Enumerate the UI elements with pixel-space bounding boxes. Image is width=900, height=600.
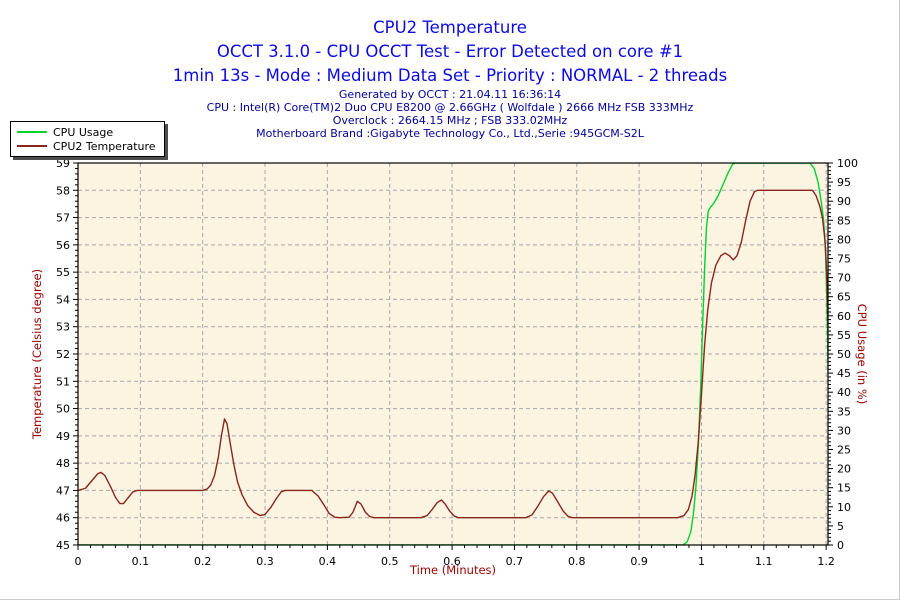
x-axis-title: Time (Minutes) (409, 563, 497, 577)
svg-text:53: 53 (56, 321, 70, 334)
svg-text:48: 48 (56, 457, 70, 470)
legend-line-swatch-green (17, 131, 47, 133)
svg-text:58: 58 (56, 184, 70, 197)
svg-text:0.3: 0.3 (256, 555, 274, 568)
svg-text:45: 45 (56, 539, 70, 552)
svg-text:1.2: 1.2 (817, 555, 835, 568)
svg-text:70: 70 (837, 272, 851, 285)
svg-text:35: 35 (837, 405, 851, 418)
svg-text:50: 50 (837, 348, 851, 361)
svg-text:46: 46 (56, 512, 70, 525)
legend: CPU Usage CPU2 Temperature (10, 121, 165, 157)
info-overclock: Overclock : 2664.15 MHz ; FSB 333.02MHz (332, 114, 568, 127)
svg-text:60: 60 (837, 310, 851, 323)
svg-text:90: 90 (837, 195, 851, 208)
legend-label: CPU Usage (53, 125, 114, 139)
svg-text:1: 1 (698, 555, 705, 568)
svg-text:47: 47 (56, 484, 70, 497)
chart-subtitle-mode: 1min 13s - Mode : Medium Data Set - Prio… (172, 66, 728, 85)
svg-text:30: 30 (837, 424, 851, 437)
chart-title: CPU2 Temperature (373, 18, 527, 37)
svg-text:5: 5 (837, 520, 844, 533)
svg-text:100: 100 (837, 157, 858, 170)
chart-header: CPU2 Temperature OCCT 3.1.0 - CPU OCCT T… (0, 16, 899, 140)
svg-text:55: 55 (837, 329, 851, 342)
svg-text:20: 20 (837, 463, 851, 476)
svg-text:75: 75 (837, 253, 851, 266)
svg-text:0.2: 0.2 (194, 555, 212, 568)
svg-text:85: 85 (837, 214, 851, 227)
svg-text:0.4: 0.4 (319, 555, 337, 568)
svg-text:40: 40 (837, 386, 851, 399)
info-generated-by: Generated by OCCT : 21.04.11 16:36:14 (338, 88, 562, 101)
svg-text:80: 80 (837, 233, 851, 246)
svg-text:95: 95 (837, 176, 851, 189)
chart-subtitle-test: OCCT 3.1.0 - CPU OCCT Test - Error Detec… (216, 42, 684, 61)
svg-text:51: 51 (56, 375, 70, 388)
svg-text:25: 25 (837, 444, 851, 457)
legend-item-cpu2-temperature: CPU2 Temperature (17, 139, 156, 153)
svg-text:1.1: 1.1 (755, 555, 773, 568)
svg-text:54: 54 (56, 293, 70, 306)
svg-text:0.6: 0.6 (443, 555, 461, 568)
svg-text:15: 15 (837, 482, 851, 495)
svg-text:0: 0 (75, 555, 82, 568)
svg-text:57: 57 (56, 212, 70, 225)
svg-text:52: 52 (56, 348, 70, 361)
svg-text:59: 59 (56, 157, 70, 170)
svg-text:55: 55 (56, 266, 70, 279)
svg-text:49: 49 (56, 430, 70, 443)
svg-text:10: 10 (837, 501, 851, 514)
right-axis-title: CPU Usage (in %) (855, 303, 869, 405)
legend-label: CPU2 Temperature (53, 139, 156, 153)
svg-text:0.1: 0.1 (132, 555, 150, 568)
svg-text:65: 65 (837, 291, 851, 304)
svg-text:0.5: 0.5 (381, 555, 399, 568)
svg-text:50: 50 (56, 403, 70, 416)
svg-text:0: 0 (837, 539, 844, 552)
svg-text:0.7: 0.7 (506, 555, 524, 568)
svg-text:45: 45 (837, 367, 851, 380)
legend-item-cpu-usage: CPU Usage (17, 125, 156, 139)
info-cpu: CPU : Intel(R) Core(TM)2 Duo CPU E8200 @… (206, 101, 694, 114)
info-motherboard: Motherboard Brand :Gigabyte Technology C… (256, 127, 644, 140)
svg-text:0.9: 0.9 (630, 555, 648, 568)
legend-line-swatch-darkred (17, 145, 47, 147)
left-axis-title: Temperature (Celsius degree) (30, 268, 44, 440)
svg-text:0.8: 0.8 (568, 555, 586, 568)
svg-text:56: 56 (56, 239, 70, 252)
